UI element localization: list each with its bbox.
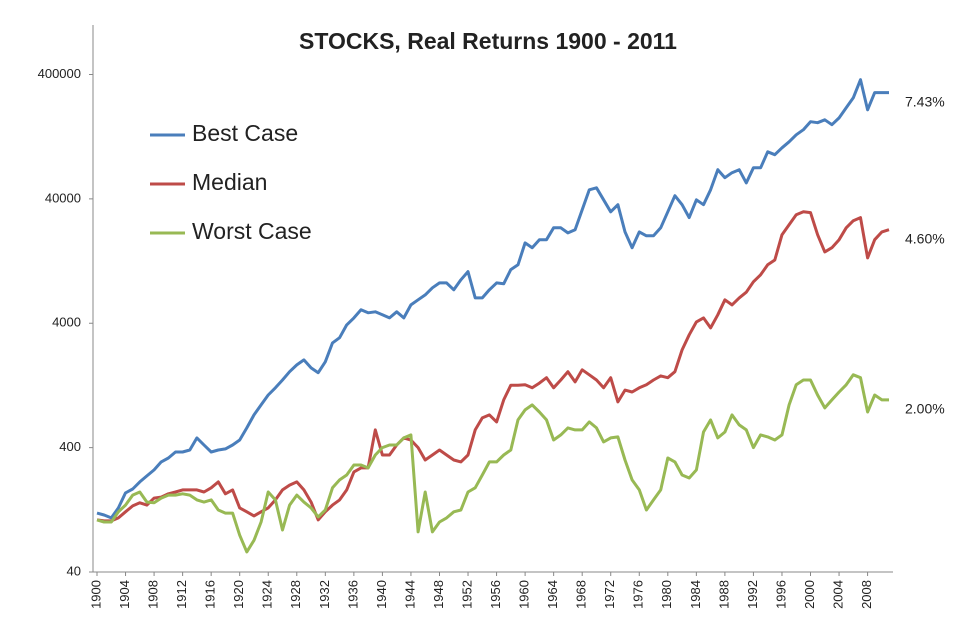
series-line	[96, 373, 889, 554]
end-label: 7.43%	[905, 93, 945, 109]
legend-label: Median	[192, 169, 267, 195]
x-tick-label: 1960	[517, 580, 532, 609]
x-tick-label: 1932	[317, 580, 332, 609]
x-tick-label: 1916	[203, 580, 218, 609]
x-tick-label: 1980	[659, 580, 674, 609]
legend-label: Best Case	[192, 120, 298, 146]
x-tick-label: 1940	[374, 580, 389, 609]
x-tick-label: 1912	[174, 580, 189, 609]
y-tick-label: 40	[67, 563, 81, 578]
x-tick-label: 1928	[288, 580, 303, 609]
x-tick-label: 1952	[459, 580, 474, 609]
x-tick-label: 1920	[231, 580, 246, 609]
x-tick-label: 1992	[745, 580, 760, 609]
x-tick-label: 1996	[773, 580, 788, 609]
x-tick-label: 2000	[802, 580, 817, 609]
x-tick-label: 1924	[260, 580, 275, 609]
series-line	[96, 210, 890, 523]
x-tick-label: 1936	[345, 580, 360, 609]
x-tick-label: 2008	[859, 580, 874, 609]
end-label: 4.60%	[905, 230, 945, 246]
x-tick-label: 1944	[402, 580, 417, 609]
x-tick-label: 1988	[716, 580, 731, 609]
x-tick-label: 2004	[830, 580, 845, 609]
x-tick-label: 1984	[688, 580, 703, 609]
end-label: 2.00%	[905, 401, 945, 417]
y-tick-label: 400000	[38, 66, 81, 81]
x-tick-label: 1976	[631, 580, 646, 609]
x-tick-label: 1968	[574, 580, 589, 609]
x-tick-label: 1948	[431, 580, 446, 609]
legend-label: Worst Case	[192, 218, 312, 244]
y-tick-label: 40000	[45, 190, 81, 205]
series-line	[96, 78, 889, 520]
x-tick-label: 1904	[117, 580, 132, 609]
x-tick-label: 1900	[88, 580, 103, 609]
x-tick-label: 1956	[488, 580, 503, 609]
x-tick-label: 1964	[545, 580, 560, 609]
x-tick-label: 1972	[602, 580, 617, 609]
chart-title: STOCKS, Real Returns 1900 - 2011	[299, 28, 677, 54]
x-tick-label: 1908	[146, 580, 161, 609]
y-tick-label: 400	[59, 439, 81, 454]
y-tick-label: 4000	[52, 315, 81, 330]
